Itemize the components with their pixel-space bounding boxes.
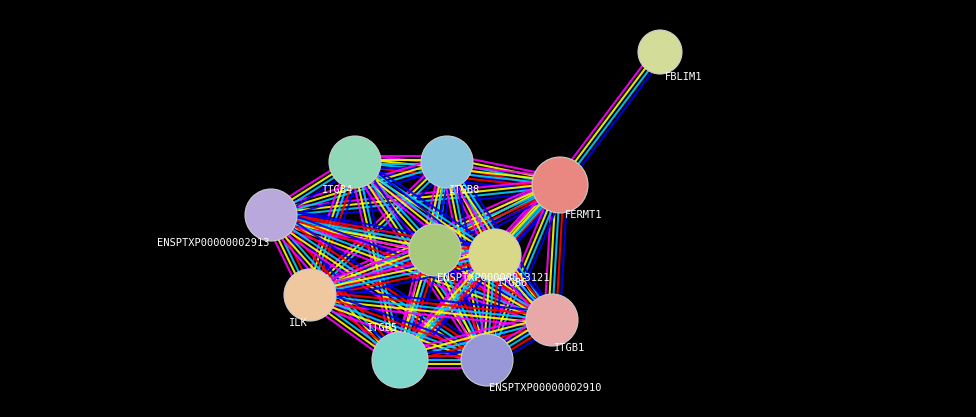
Ellipse shape bbox=[245, 189, 297, 241]
Ellipse shape bbox=[526, 294, 578, 346]
Text: ITGB8: ITGB8 bbox=[449, 185, 480, 195]
Ellipse shape bbox=[469, 229, 521, 281]
Text: ENSPTXP00000002910: ENSPTXP00000002910 bbox=[489, 383, 601, 393]
Ellipse shape bbox=[409, 224, 461, 276]
Text: ITGB6: ITGB6 bbox=[497, 278, 528, 288]
Ellipse shape bbox=[329, 136, 381, 188]
Text: ITGB4: ITGB4 bbox=[322, 185, 353, 195]
Ellipse shape bbox=[461, 334, 513, 386]
Ellipse shape bbox=[532, 157, 588, 213]
Ellipse shape bbox=[421, 136, 473, 188]
Text: ILK: ILK bbox=[289, 318, 308, 328]
Text: ITGB1: ITGB1 bbox=[554, 343, 586, 353]
Text: ENSPTXP00000002913: ENSPTXP00000002913 bbox=[156, 238, 269, 248]
Ellipse shape bbox=[284, 269, 336, 321]
Ellipse shape bbox=[638, 30, 682, 74]
Text: ENSPTXP00000013121: ENSPTXP00000013121 bbox=[437, 273, 549, 283]
Text: FBLIM1: FBLIM1 bbox=[665, 72, 703, 82]
Text: FERMT1: FERMT1 bbox=[565, 210, 602, 220]
Ellipse shape bbox=[372, 332, 428, 388]
Text: ITGB5: ITGB5 bbox=[367, 323, 398, 333]
